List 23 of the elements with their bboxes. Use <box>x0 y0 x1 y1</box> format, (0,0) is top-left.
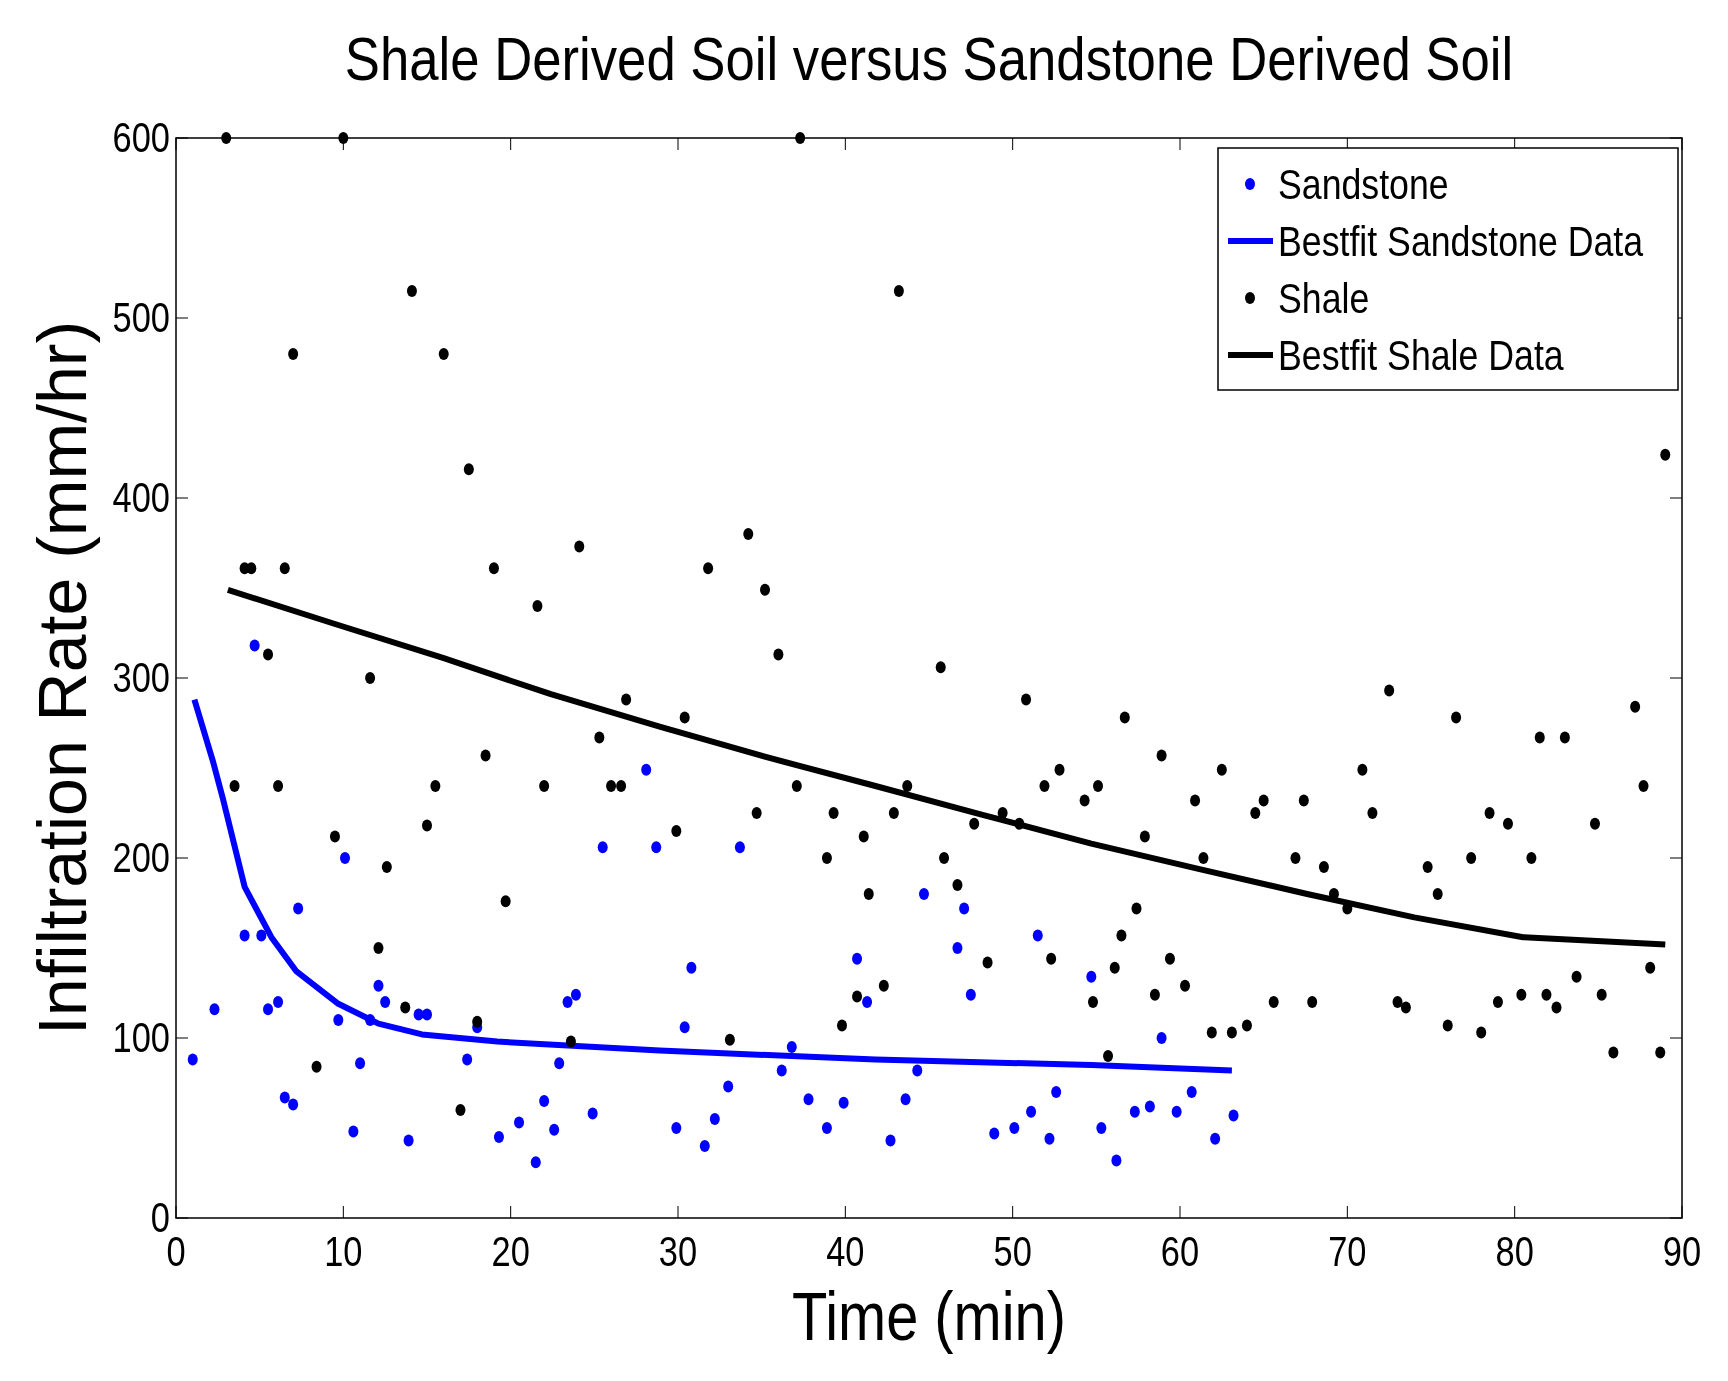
y-tick-label: 400 <box>112 473 170 521</box>
y-tick-label: 300 <box>112 653 170 701</box>
legend-label: Bestfit Sandstone Data <box>1278 218 1644 265</box>
x-tick-label: 50 <box>993 1227 1032 1275</box>
x-tick-label: 80 <box>1495 1227 1534 1275</box>
legend-label: Sandstone <box>1278 161 1449 208</box>
x-tick-label: 10 <box>324 1227 363 1275</box>
legend-label: Shale <box>1278 275 1370 322</box>
y-axis-title: Infiltration Rate (mm/hr) <box>24 320 100 1036</box>
x-tick-label: 30 <box>658 1227 698 1275</box>
x-tick-label: 70 <box>1328 1227 1367 1275</box>
y-tick-label: 0 <box>150 1193 170 1241</box>
y-tick-label: 600 <box>112 113 170 161</box>
y-tick-label: 200 <box>112 833 170 881</box>
y-tick-label: 100 <box>112 1013 170 1061</box>
y-tick-label: 500 <box>112 293 170 341</box>
x-tick-label: 90 <box>1662 1227 1702 1275</box>
x-axis-title: Time (min) <box>792 1278 1066 1355</box>
legend-label: Bestfit Shale Data <box>1278 332 1564 379</box>
x-tick-label: 40 <box>826 1227 865 1275</box>
chart-title: Shale Derived Soil versus Sandstone Derived Soil <box>344 23 1514 93</box>
x-tick-label: 60 <box>1160 1227 1200 1275</box>
x-tick-label: 20 <box>491 1227 530 1275</box>
